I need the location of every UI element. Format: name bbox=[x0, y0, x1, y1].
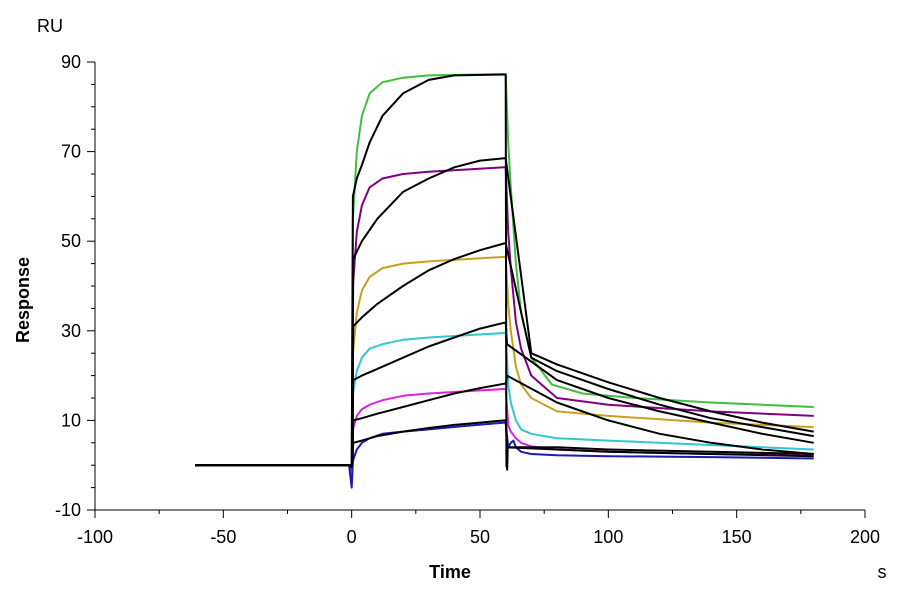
ticks: -10 10 30 50 70 90 -100 -50 0 50 100 150 200 bbox=[55, 52, 880, 547]
fit-curve-10 bbox=[195, 374, 814, 467]
x-tick-label: -100 bbox=[77, 527, 113, 547]
x-tick-label: -50 bbox=[210, 527, 236, 547]
x-tick-label: 100 bbox=[593, 527, 623, 547]
fit-curve-6 bbox=[195, 73, 814, 471]
x-tick-label: 0 bbox=[347, 527, 357, 547]
y-tick-label: 90 bbox=[61, 52, 81, 72]
sensorgram-curve-4 bbox=[195, 388, 814, 473]
x-tick-label: 150 bbox=[722, 527, 752, 547]
x-unit-label: s bbox=[878, 562, 887, 582]
y-axis-title: Response bbox=[13, 257, 33, 343]
fit-curve-8 bbox=[195, 242, 814, 467]
y-tick-label: 70 bbox=[61, 142, 81, 162]
axes bbox=[94, 62, 865, 511]
sensorgram-curve-3 bbox=[195, 332, 814, 476]
sensorgram-curve-5 bbox=[195, 421, 814, 489]
x-tick-label: 50 bbox=[470, 527, 490, 547]
y-tick-label: 30 bbox=[61, 321, 81, 341]
x-axis-title: Time bbox=[429, 562, 471, 582]
y-tick-label: -10 bbox=[55, 500, 81, 520]
sensorgram-curve-2 bbox=[195, 255, 814, 476]
y-tick-label: 50 bbox=[61, 231, 81, 251]
fit-curve-7 bbox=[195, 157, 814, 467]
x-tick-label: 200 bbox=[850, 527, 880, 547]
fit-curve-11 bbox=[195, 419, 814, 467]
fit-curve-9 bbox=[195, 321, 814, 467]
series-layer bbox=[195, 73, 814, 489]
sensorgram-curve-1 bbox=[195, 166, 814, 476]
y-tick-label: 10 bbox=[61, 410, 81, 430]
y-unit-label: RU bbox=[37, 16, 63, 36]
